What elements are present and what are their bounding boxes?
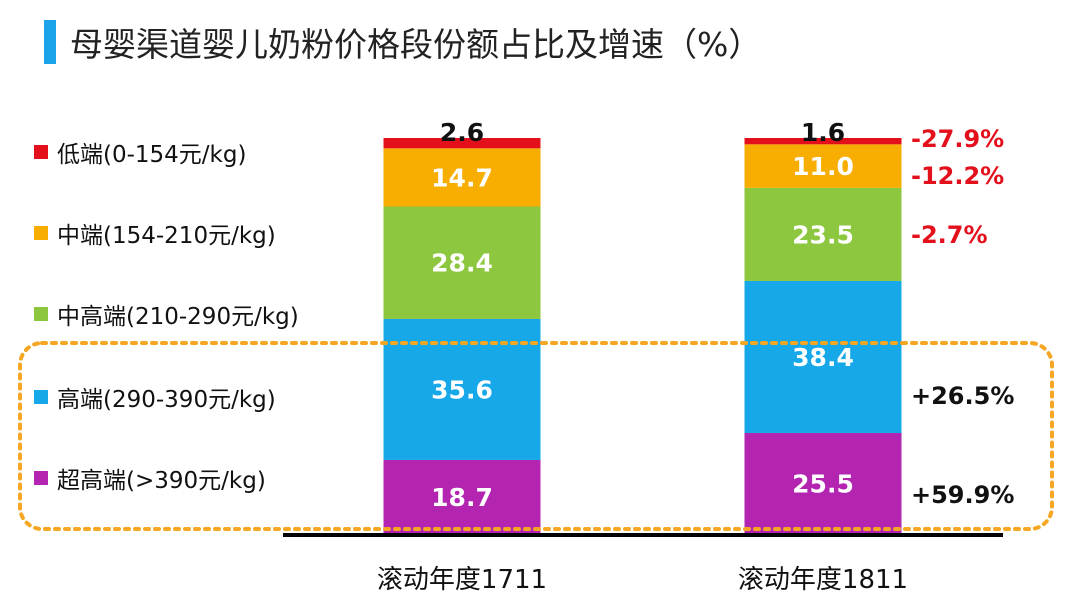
value-label-ultra-1: 25.5 bbox=[792, 470, 854, 499]
growth-label-ultra: +59.9% bbox=[911, 481, 1014, 509]
value-label-high-1: 38.4 bbox=[792, 343, 854, 372]
bar-ultra-0 bbox=[383, 459, 541, 534]
legend-swatch-ultra bbox=[34, 471, 48, 485]
title-accent-bar bbox=[44, 20, 56, 64]
legend-swatch-mid bbox=[34, 226, 48, 240]
growth-label-mid: -12.2% bbox=[911, 162, 1004, 190]
bar-midhigh-0 bbox=[383, 206, 541, 319]
bar-low-0 bbox=[383, 138, 541, 149]
value-label-ultra-0: 18.7 bbox=[431, 483, 493, 512]
bar-low-1 bbox=[744, 138, 902, 145]
x-tick-label-1811: 滚动年度1811 bbox=[738, 565, 908, 595]
legend-item-high: 高端(290-390元/kg) bbox=[34, 380, 276, 414]
legend-label-low: 低端(0-154元/kg) bbox=[57, 142, 247, 168]
legend-item-ultra: 超高端(>390元/kg) bbox=[34, 461, 266, 495]
legend-item-low: 低端(0-154元/kg) bbox=[34, 135, 246, 169]
bar-ultra-1 bbox=[744, 433, 902, 534]
growth-label-midhigh: -2.7% bbox=[911, 221, 988, 249]
bars-layer bbox=[383, 138, 902, 534]
x-tick-label-1711: 滚动年度1711 bbox=[377, 565, 547, 595]
legend-item-mid: 中端(154-210元/kg) bbox=[34, 216, 276, 250]
growth-label-low: -27.9% bbox=[911, 125, 1004, 153]
value-label-low-1: 1.6 bbox=[801, 118, 845, 147]
value-label-high-0: 35.6 bbox=[431, 375, 493, 404]
value-label-mid-1: 11.0 bbox=[792, 152, 854, 181]
value-label-mid-0: 14.7 bbox=[431, 163, 493, 192]
legend-label-mid: 中端(154-210元/kg) bbox=[57, 223, 276, 249]
bar-high-1 bbox=[744, 280, 902, 434]
chart-title: 母婴渠道婴儿奶粉价格段份额占比及增速（%） bbox=[70, 25, 762, 64]
growth-label-high: +26.5% bbox=[911, 382, 1014, 410]
bar-mid-0 bbox=[383, 148, 541, 207]
value-label-midhigh-1: 23.5 bbox=[792, 220, 854, 249]
legend-item-midhigh: 中高端(210-290元/kg) bbox=[34, 297, 299, 331]
value-label-low-0: 2.6 bbox=[440, 118, 484, 147]
bar-midhigh-1 bbox=[744, 187, 902, 281]
legend-swatch-midhigh bbox=[34, 307, 48, 321]
labels-layer: 18.7 35.6 28.4 14.7 2.6 25.5 38.4 23.5 11.0 1.6 +5… bbox=[431, 118, 1014, 512]
legend-label-high: 高端(290-390元/kg) bbox=[57, 387, 276, 413]
legend-swatch-low bbox=[34, 145, 48, 159]
legend-swatch-high bbox=[34, 390, 48, 404]
highlight-box bbox=[18, 341, 1054, 531]
bar-mid-1 bbox=[744, 144, 902, 188]
legend-label-ultra: 超高端(>390元/kg) bbox=[57, 468, 266, 494]
legend-label-midhigh: 中高端(210-290元/kg) bbox=[57, 304, 299, 330]
value-label-midhigh-0: 28.4 bbox=[431, 249, 493, 278]
